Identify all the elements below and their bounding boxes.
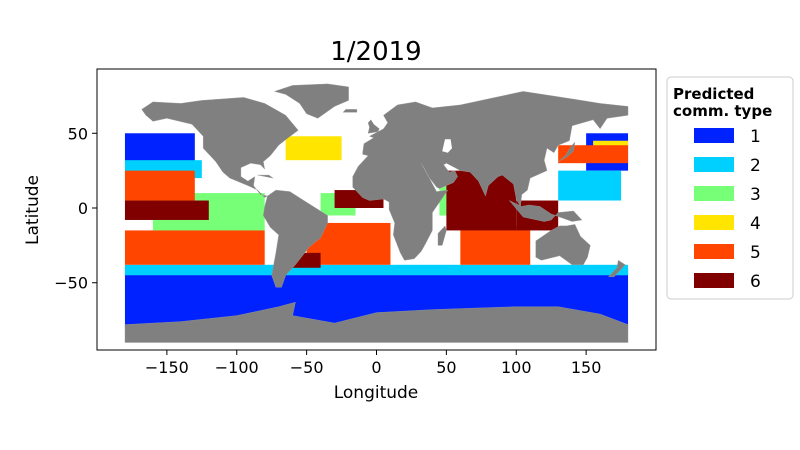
ocean-region-4-9 — [285, 136, 342, 161]
legend: Predicted comm. type 1 2 3 4 5 6 — [666, 76, 794, 300]
land-iceland — [342, 109, 358, 113]
legend-swatch-1 — [694, 128, 734, 143]
land-caspian-water — [442, 139, 452, 153]
x-tick-label: 50 — [436, 358, 456, 377]
ocean-region-2-4 — [124, 264, 629, 276]
legend-swatch-6 — [694, 273, 734, 288]
legend-swatch-4 — [694, 215, 734, 230]
land-australia — [535, 224, 591, 265]
legend-swatch-2 — [694, 157, 734, 172]
y-tick-label: 50 — [68, 124, 88, 143]
x-tick-label: −50 — [290, 358, 324, 377]
y-tick-label: −50 — [54, 274, 88, 293]
land-greenland — [273, 83, 349, 119]
land-eurasia-africa — [352, 91, 629, 261]
legend-entries: 1 2 3 4 5 6 — [694, 127, 761, 292]
ocean-region-5-13 — [460, 225, 531, 265]
land-north-america — [141, 97, 299, 198]
legend-title-line-1: Predicted — [673, 85, 754, 103]
ocean-region-5-14 — [124, 170, 195, 201]
x-tick-label: −100 — [215, 358, 259, 377]
ocean-region-5-15 — [558, 145, 629, 164]
legend-label-5: 5 — [750, 243, 761, 263]
ocean-region-1-1 — [124, 133, 195, 164]
y-axis: −50 0 50 — [54, 124, 97, 293]
x-tick-label: −150 — [145, 358, 189, 377]
x-axis: −150 −100 −50 0 50 100 150 — [145, 350, 602, 377]
chart-title: 1/2019 — [330, 37, 421, 67]
legend-title-line-2: comm. type — [673, 102, 772, 120]
y-axis-label: Latitude — [23, 175, 43, 245]
ocean-points-layer — [124, 133, 629, 328]
land-uk — [367, 119, 380, 134]
y-tick-label: 0 — [78, 199, 88, 218]
land-cuba — [257, 174, 274, 179]
legend-swatch-5 — [694, 244, 734, 259]
legend-label-4: 4 — [750, 214, 761, 234]
land-indonesia — [509, 200, 583, 222]
x-tick-label: 150 — [571, 358, 602, 377]
ocean-region-5-11 — [124, 230, 265, 265]
map-area — [97, 69, 656, 350]
ocean-region-6-16 — [124, 200, 209, 220]
x-tick-label: 0 — [371, 358, 381, 377]
legend-swatch-3 — [694, 186, 734, 201]
land-layer — [124, 83, 629, 343]
land-japan — [558, 141, 576, 162]
land-south-america — [263, 189, 328, 288]
ocean-region-2-5 — [558, 170, 622, 201]
x-axis-label: Longitude — [334, 383, 419, 403]
land-madagascar — [437, 225, 447, 246]
legend-label-3: 3 — [750, 185, 761, 205]
legend-label-6: 6 — [750, 272, 761, 292]
land-antarctica — [124, 301, 629, 343]
land-new-zealand — [608, 259, 626, 277]
legend-label-1: 1 — [750, 127, 761, 147]
legend-label-2: 2 — [750, 156, 761, 176]
x-tick-label: 100 — [501, 358, 532, 377]
